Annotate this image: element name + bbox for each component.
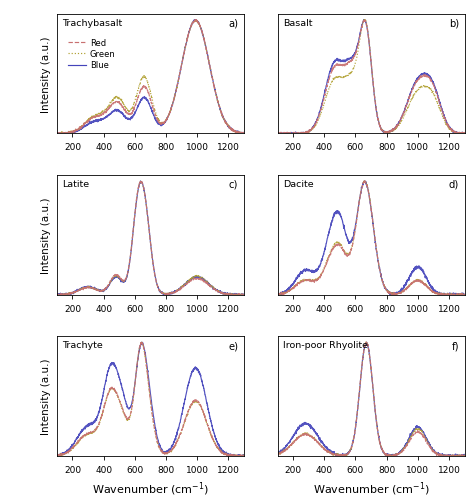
Text: Trachybasalt: Trachybasalt	[63, 19, 123, 28]
Text: c): c)	[229, 179, 238, 189]
Legend: Red, Green, Blue: Red, Green, Blue	[65, 36, 119, 74]
X-axis label: Wavenumber (cm$^{-1}$): Wavenumber (cm$^{-1}$)	[92, 479, 209, 497]
Y-axis label: Intensity (a.u.): Intensity (a.u.)	[41, 358, 51, 434]
Text: f): f)	[451, 340, 459, 350]
Text: e): e)	[228, 340, 238, 350]
Text: d): d)	[449, 179, 459, 189]
Text: b): b)	[449, 19, 459, 29]
Text: Trachyte: Trachyte	[63, 340, 103, 349]
X-axis label: Wavenumber (cm$^{-1}$): Wavenumber (cm$^{-1}$)	[313, 479, 429, 497]
Y-axis label: Intensity (a.u.): Intensity (a.u.)	[41, 37, 51, 113]
Text: Latite: Latite	[63, 179, 90, 188]
Text: Dacite: Dacite	[283, 179, 314, 188]
Text: a): a)	[228, 19, 238, 29]
Y-axis label: Intensity (a.u.): Intensity (a.u.)	[41, 197, 51, 274]
Text: Iron-poor Rhyolite: Iron-poor Rhyolite	[283, 340, 368, 349]
Text: Basalt: Basalt	[283, 19, 313, 28]
